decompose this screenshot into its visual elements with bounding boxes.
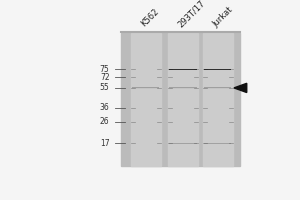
Bar (169, 69, 196, 70)
Polygon shape (234, 83, 247, 93)
Bar (204, 70, 231, 71)
Bar (204, 88, 231, 89)
Text: 72: 72 (100, 73, 110, 82)
Text: 36: 36 (100, 103, 110, 112)
Bar (121, 33, 240, 166)
Bar (132, 87, 159, 88)
Text: K562: K562 (139, 7, 161, 29)
Bar (169, 70, 196, 71)
Text: 293T/17: 293T/17 (176, 0, 207, 29)
Bar (132, 86, 159, 87)
Bar (204, 87, 231, 88)
Bar (132, 88, 159, 89)
Bar (169, 68, 196, 69)
Text: 17: 17 (100, 139, 110, 148)
Bar (204, 68, 231, 69)
Bar (168, 33, 198, 166)
Bar (202, 33, 233, 166)
Bar (204, 69, 231, 70)
Bar (130, 33, 161, 166)
Bar (204, 86, 231, 87)
Text: 55: 55 (100, 83, 110, 92)
Text: 26: 26 (100, 117, 110, 126)
Text: 75: 75 (100, 65, 110, 74)
Text: Jurkat: Jurkat (211, 5, 235, 29)
